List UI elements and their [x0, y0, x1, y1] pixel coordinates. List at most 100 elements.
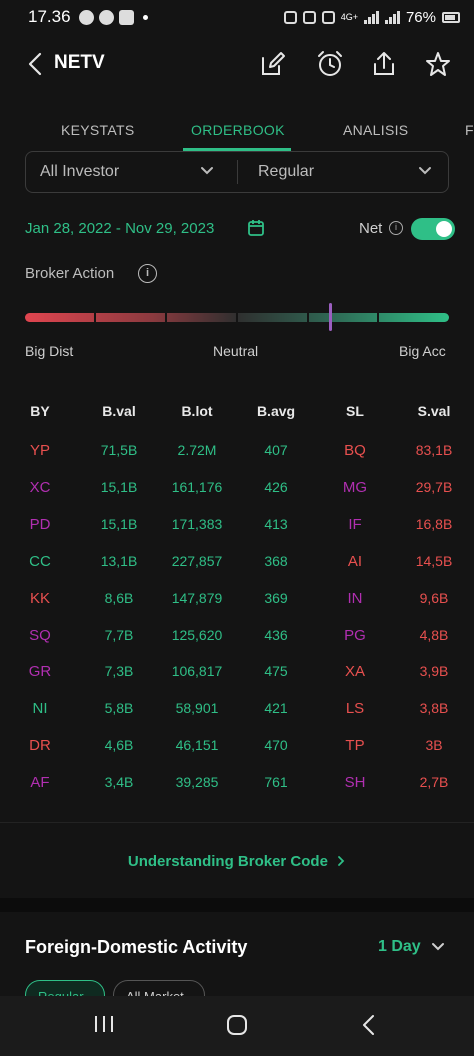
table-row[interactable]: SQ 7,7B 125,620 436 PG 4,8B [0, 627, 474, 651]
buy-avg: 407 [264, 442, 288, 458]
sell-value: 3,9B [419, 663, 449, 680]
notification-app-icon [78, 9, 94, 25]
top-app-bar: NETV [0, 40, 474, 88]
sell-value: 9,6B [419, 589, 449, 606]
calendar-icon[interactable] [247, 219, 265, 237]
buy-value: 15,1B [100, 515, 138, 532]
seller-code[interactable]: MG [342, 478, 368, 496]
col-header-blot: B.lot [181, 403, 213, 419]
buyer-code[interactable]: GR [28, 663, 52, 681]
table-row[interactable]: DR 4,6B 46,151 470 TP 3B [0, 737, 474, 761]
home-icon[interactable] [226, 1014, 248, 1036]
network-type: 4G+ [340, 12, 358, 22]
alarm-icon [283, 10, 297, 24]
share-icon[interactable] [370, 50, 398, 78]
section-divider [0, 822, 474, 823]
table-row[interactable]: AF 3,4B 39,285 761 SH 2,7B [0, 774, 474, 798]
sell-value: 29,7B [415, 478, 453, 495]
notification-app-icon [98, 9, 114, 25]
table-row[interactable]: PD 15,1B 171,383 413 IF 16,8B [0, 516, 474, 540]
sell-value: 83,1B [415, 442, 453, 458]
sell-value: 3,8B [419, 700, 449, 717]
seller-code[interactable]: LS [345, 700, 365, 718]
buy-avg: 421 [264, 700, 288, 717]
buy-lot: 125,620 [171, 626, 223, 643]
buy-avg: 426 [264, 478, 288, 495]
seller-code[interactable]: SH [344, 774, 366, 792]
more-notifications-icon [142, 14, 148, 20]
buy-avg: 761 [264, 774, 288, 791]
buy-lot: 227,857 [171, 552, 223, 569]
sell-value: 2,7B [419, 774, 449, 791]
tab-orderbook[interactable]: ORDERBOOK [191, 122, 285, 138]
mute-icon [321, 10, 335, 24]
seller-code[interactable]: TP [345, 737, 365, 755]
seller-code[interactable]: IF [348, 515, 362, 533]
alarm-clock-icon[interactable] [316, 50, 344, 78]
buyer-code[interactable]: PD [29, 515, 51, 533]
back-icon[interactable] [361, 1014, 377, 1036]
tab-overflow[interactable]: F [465, 122, 474, 138]
page-title: NETV [54, 52, 105, 73]
chevron-down-icon [201, 167, 213, 175]
net-toggle[interactable] [411, 218, 455, 240]
table-row[interactable]: KK 8,6B 147,879 369 IN 9,6B [0, 590, 474, 614]
date-filter-row: Jan 28, 2022 - Nov 29, 2023 Net i [25, 216, 455, 242]
recent-apps-icon[interactable] [93, 1014, 115, 1034]
section-separator [0, 898, 474, 912]
chevron-down-icon[interactable] [430, 940, 446, 954]
col-header-bavg: B.avg [256, 403, 296, 419]
col-header-sl: SL [346, 403, 364, 419]
investor-dropdown[interactable]: All Investor [40, 152, 230, 192]
buyer-code[interactable]: AF [30, 774, 50, 792]
net-label: Net [359, 220, 383, 237]
table-row[interactable]: YP 71,5B 2.72M 407 BQ 83,1B [0, 442, 474, 466]
back-arrow-icon[interactable] [24, 50, 48, 78]
buyer-code[interactable]: KK [29, 589, 50, 607]
buy-lot: 147,879 [171, 589, 223, 606]
col-header-sval: S.val [417, 403, 451, 419]
broker-table-header: BY B.val B.lot B.avg SL S.val [0, 403, 474, 421]
buyer-code[interactable]: YP [29, 442, 50, 459]
info-icon[interactable]: i [138, 264, 157, 283]
chevron-down-icon [419, 167, 431, 175]
buy-avg: 369 [264, 589, 288, 606]
buyer-code[interactable]: XC [29, 478, 51, 496]
market-dropdown[interactable]: Regular [258, 152, 448, 192]
buyer-code[interactable]: NI [32, 700, 48, 718]
seller-code[interactable]: BQ [344, 442, 366, 459]
buyer-code[interactable]: SQ [29, 626, 51, 644]
table-row[interactable]: CC 13,1B 227,857 368 AI 14,5B [0, 553, 474, 577]
status-time: 17.36 [28, 7, 71, 26]
buy-avg: 470 [264, 737, 288, 754]
star-icon[interactable] [424, 50, 452, 78]
tab-keystats[interactable]: KEYSTATS [61, 122, 135, 138]
buy-lot: 58,901 [175, 700, 219, 717]
buy-value: 7,3B [104, 663, 134, 680]
system-icons: 4G+ 76% [283, 9, 460, 26]
big-dist-label: Big Dist [25, 343, 74, 359]
buy-lot: 161,176 [171, 478, 223, 495]
buyer-code[interactable]: DR [29, 737, 51, 755]
buy-value: 71,5B [100, 442, 138, 458]
seller-code[interactable]: PG [344, 626, 366, 644]
seller-code[interactable]: XA [344, 663, 365, 681]
understanding-broker-code-link[interactable]: Understanding Broker Code [0, 853, 474, 870]
signal-icon [363, 10, 379, 24]
edit-icon[interactable] [259, 50, 287, 78]
table-row[interactable]: NI 5,8B 58,901 421 LS 3,8B [0, 700, 474, 724]
tab-analisis[interactable]: ANALISIS [343, 122, 409, 138]
period-selector[interactable]: 1 Day [378, 938, 421, 955]
table-row[interactable]: XC 15,1B 161,176 426 MG 29,7B [0, 479, 474, 503]
signal-icon [384, 10, 400, 24]
clock-icon [302, 10, 316, 24]
seller-code[interactable]: IN [347, 589, 363, 607]
date-range[interactable]: Jan 28, 2022 - Nov 29, 2023 [25, 220, 215, 237]
seller-code[interactable]: AI [347, 552, 363, 570]
broker-action-title: Broker Action [25, 265, 115, 282]
buyer-code[interactable]: CC [29, 552, 51, 570]
info-icon[interactable]: i [389, 221, 403, 235]
table-row[interactable]: GR 7,3B 106,817 475 XA 3,9B [0, 663, 474, 687]
notification-icons [78, 9, 148, 25]
battery-icon [442, 11, 460, 23]
